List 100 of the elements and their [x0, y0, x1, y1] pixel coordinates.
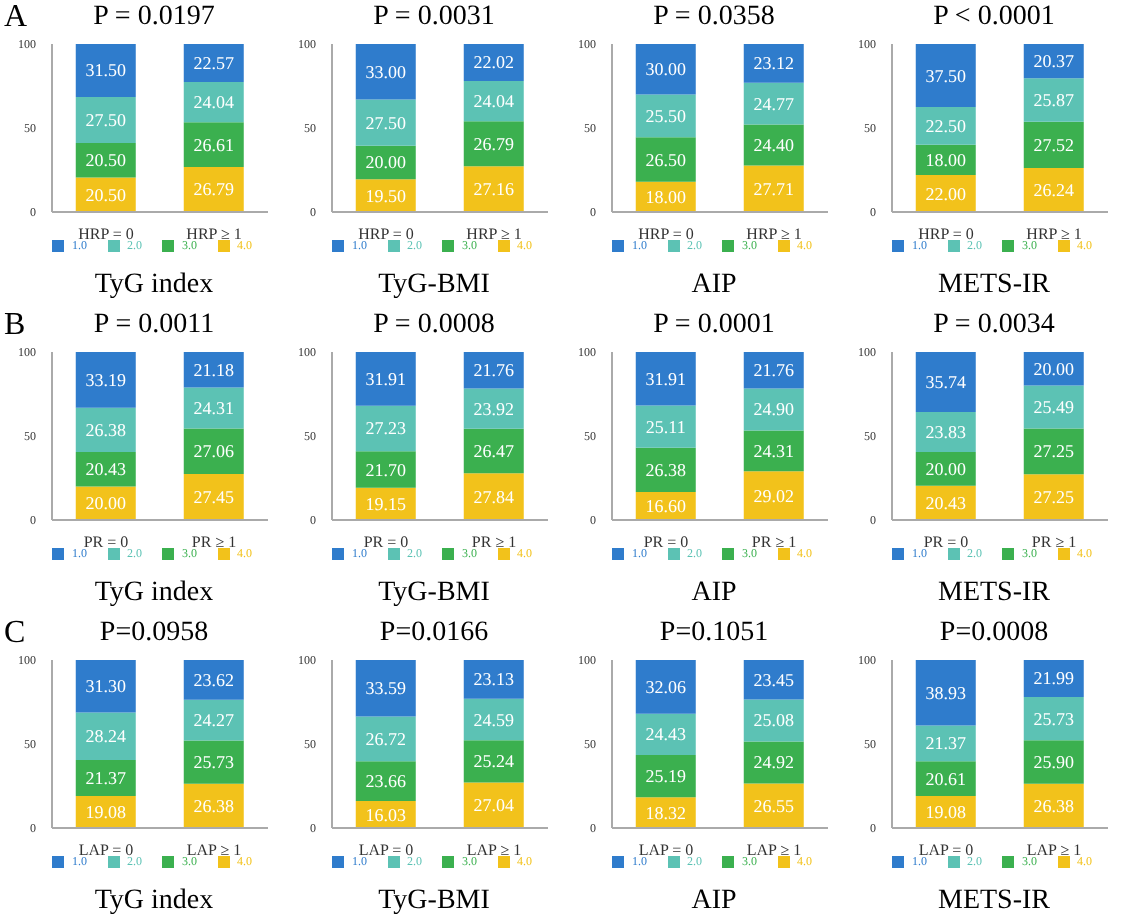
bar — [75, 143, 136, 178]
bar — [635, 137, 696, 182]
data-label: 26.55 — [753, 795, 796, 816]
x-tick-label: PR ≥ 1 — [751, 533, 797, 552]
x-axis-title: METS-IR — [936, 884, 1052, 920]
data-label: 25.49 — [1033, 397, 1076, 418]
data-label: 26.38 — [193, 795, 236, 816]
chart-title: P = 0.0031 — [371, 0, 497, 36]
data-label: 24.40 — [753, 134, 796, 155]
data-label: 27.06 — [193, 441, 236, 462]
chart-title: P=0.0166 — [377, 616, 491, 652]
x-tick-label: HRP = 0 — [638, 225, 694, 244]
data-label: 20.43 — [85, 459, 128, 480]
data-label: 21.99 — [1033, 668, 1076, 689]
bar — [75, 712, 136, 761]
bar — [463, 121, 524, 167]
bar — [635, 754, 696, 798]
data-label: 33.00 — [365, 61, 408, 82]
data-label: 27.25 — [1033, 487, 1076, 508]
bar — [743, 699, 804, 742]
data-label: 27.50 — [85, 110, 128, 131]
data-label: 22.57 — [193, 52, 236, 73]
text: C — [4, 616, 26, 652]
data-label: 20.00 — [1033, 358, 1076, 379]
bar — [463, 166, 524, 212]
x-axis-title: TyG index — [92, 268, 216, 304]
bar — [743, 471, 804, 520]
bar — [915, 761, 976, 796]
x-axis-title: METS-IR — [936, 576, 1052, 612]
bar — [463, 428, 524, 474]
data-label: 19.15 — [365, 493, 408, 514]
bar — [1023, 78, 1084, 122]
chart-title: P=0.0008 — [937, 616, 1051, 652]
x-tick-label: LAP = 0 — [918, 841, 974, 860]
bar — [635, 713, 696, 755]
bar — [355, 451, 416, 488]
bar — [355, 99, 416, 146]
data-label: 20.37 — [1033, 51, 1076, 72]
data-label: 21.76 — [473, 360, 516, 381]
data-label: 24.31 — [193, 398, 235, 418]
data-label: 32.06 — [645, 676, 688, 697]
bar — [183, 122, 244, 167]
data-label: 31.91 — [645, 368, 687, 389]
x-tick-label: HRP = 0 — [78, 225, 134, 244]
bar — [183, 352, 244, 388]
bar — [75, 96, 136, 144]
data-label: 24.90 — [753, 399, 796, 420]
data-label: 27.52 — [1033, 134, 1075, 155]
x-axis-title: TyG index — [92, 884, 216, 920]
data-label: 31.50 — [85, 60, 128, 81]
data-label: 25.19 — [645, 766, 688, 787]
bar — [1023, 428, 1084, 475]
bar — [183, 740, 244, 784]
data-label: 23.45 — [753, 669, 796, 690]
x-axis-title: TyG-BMI — [376, 268, 492, 304]
bar — [355, 44, 416, 100]
data-label: 23.83 — [925, 422, 968, 443]
data-label: 26.38 — [85, 419, 128, 440]
x-axis-title: AIP — [689, 884, 739, 920]
x-tick-label: HRP ≥ 1 — [466, 225, 522, 244]
data-label: 26.24 — [1033, 179, 1076, 200]
data-label: 25.90 — [1033, 751, 1076, 772]
bar — [1023, 740, 1084, 784]
data-label: 27.16 — [473, 179, 516, 200]
data-label: 20.43 — [925, 492, 968, 513]
data-label: 37.50 — [925, 65, 968, 86]
data-label: 33.59 — [365, 678, 408, 699]
x-tick-label: HRP = 0 — [358, 225, 414, 244]
x-axis-title: AIP — [689, 268, 739, 304]
data-label: 25.73 — [193, 752, 236, 773]
x-tick-label: HRP = 0 — [918, 225, 974, 244]
data-label: 27.25 — [1033, 441, 1076, 462]
bar — [743, 352, 804, 389]
bar — [355, 716, 416, 762]
data-label: 30.00 — [645, 59, 688, 80]
bar — [75, 760, 136, 796]
x-tick-label: LAP = 0 — [358, 841, 414, 860]
x-tick-label: LAP ≥ 1 — [186, 841, 242, 860]
data-label: 19.08 — [85, 801, 128, 822]
bar — [463, 660, 524, 699]
x-axis-title: TyG index — [92, 576, 216, 612]
data-label: 27.45 — [193, 486, 236, 507]
x-tick-label: PR = 0 — [83, 533, 129, 552]
data-label: 26.38 — [1033, 795, 1076, 816]
data-label: 27.04 — [473, 795, 516, 816]
data-label: 25.08 — [753, 710, 796, 731]
data-label: 21.37 — [85, 767, 128, 788]
data-label: 27.84 — [473, 486, 516, 507]
data-label: 26.79 — [473, 133, 516, 154]
x-tick-label: PR = 0 — [923, 533, 969, 552]
x-axis-title: TyG-BMI — [376, 576, 492, 612]
data-label: 16.03 — [365, 804, 408, 825]
data-label: 21.70 — [365, 459, 408, 480]
data-label: 24.59 — [473, 709, 516, 730]
bar — [463, 740, 524, 783]
data-label: 23.92 — [473, 398, 515, 419]
bar — [183, 473, 244, 520]
data-label: 24.31 — [753, 440, 795, 461]
data-label: 26.72 — [365, 728, 407, 749]
data-label: 24.04 — [193, 92, 236, 113]
